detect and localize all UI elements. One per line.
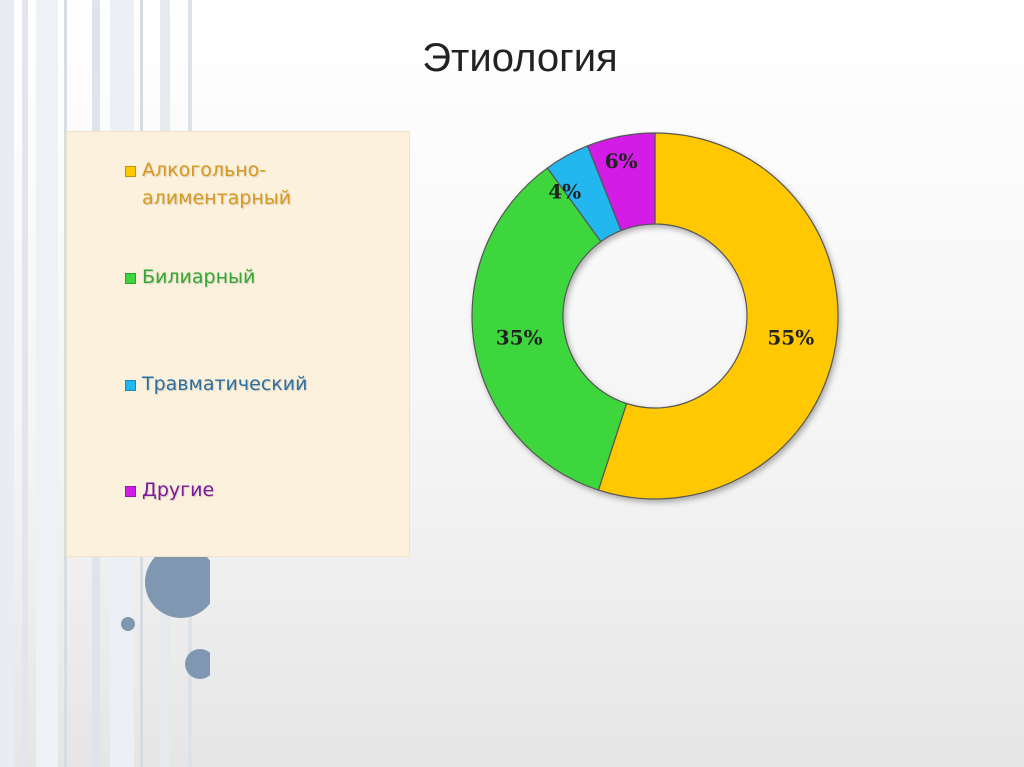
data-label-traumatic: 4% [548,180,581,204]
legend-label: Билиарный [142,266,256,288]
legend-item-traumatic: Травматический [125,370,342,398]
legend-marker [125,273,136,284]
legend-label: Другие [142,479,215,501]
legend-item-biliary: Билиарный [125,263,342,291]
legend-item-other: Другие [125,476,342,504]
data-label-alcoholic: 55% [767,326,814,350]
data-label-other: 6% [605,149,638,173]
chart-legend: Алкогольно- алиментарный Билиарный Травм… [66,131,410,557]
decor-circle-small [121,617,135,631]
decor-circle-large [145,546,210,618]
legend-marker [125,486,136,497]
legend-label-line1: Алкогольно- [142,159,267,181]
slice-biliary [471,167,628,491]
legend-label-line2: алиментарный [142,187,292,209]
legend-marker [125,380,136,391]
legend-label: Травматический [142,373,308,395]
decor-circle-medium [185,649,210,679]
slice-other [586,132,656,232]
legend-label: Алкогольно- алиментарный [142,156,342,212]
slice-alcoholic [597,132,839,500]
legend-item-alcoholic: Алкогольно- алиментарный [125,156,342,212]
doughnut-chart: 55% 35% 4% 6% [471,132,839,500]
page-title: Этиология [422,36,618,80]
legend-marker [125,166,136,177]
data-label-biliary: 35% [496,326,543,350]
